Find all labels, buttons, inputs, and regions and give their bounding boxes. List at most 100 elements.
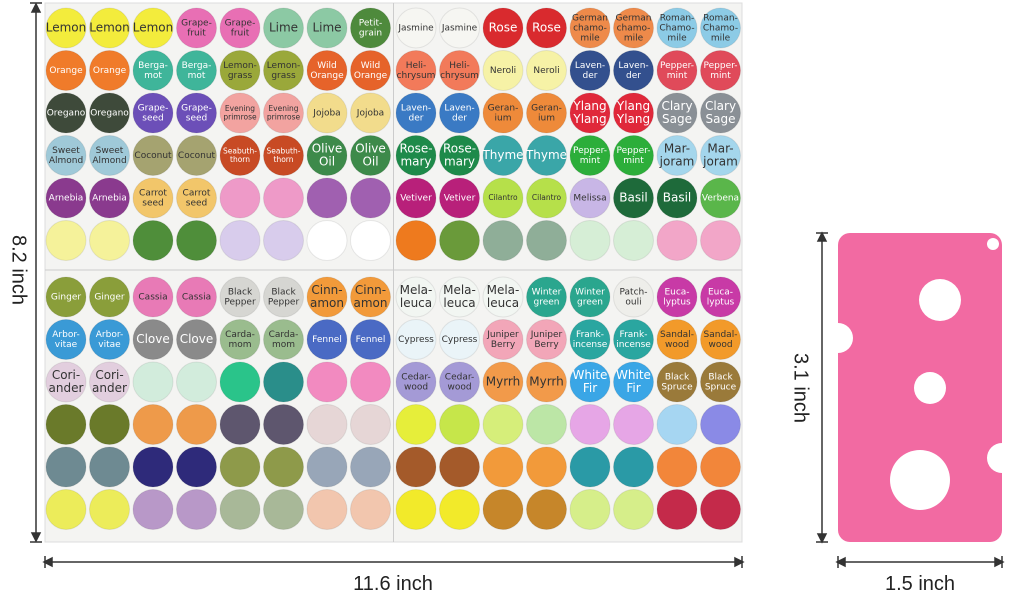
sticker-label: Black <box>665 373 690 383</box>
sticker <box>350 220 391 261</box>
sticker-label: Pepper- <box>704 61 738 71</box>
sticker-label: Cinn- <box>355 283 386 297</box>
sticker <box>395 319 437 360</box>
sticker <box>439 92 480 134</box>
sticker-label: Frank- <box>620 330 648 340</box>
sticker <box>132 276 174 318</box>
sticker <box>263 135 304 176</box>
sticker <box>656 92 698 134</box>
sticker-label: Coconut <box>134 151 172 161</box>
sticker-label: Spruce <box>661 383 693 393</box>
sticker-label: ium <box>538 114 555 124</box>
sticker <box>656 319 698 360</box>
sticker <box>45 50 87 91</box>
sticker <box>569 446 611 488</box>
sticker-label: Grape- <box>225 19 256 29</box>
sticker <box>569 489 611 530</box>
sticker <box>526 50 567 91</box>
sticker <box>526 177 567 219</box>
sticker <box>700 489 741 530</box>
sticker-label: seed <box>142 114 163 124</box>
sticker <box>219 361 261 403</box>
sticker <box>482 7 524 49</box>
sticker <box>569 92 611 134</box>
sticker-label: fruit <box>187 29 206 39</box>
sticker <box>700 220 741 261</box>
sticker <box>656 276 698 318</box>
sticker <box>395 489 437 530</box>
sticker-label: amon <box>310 296 344 310</box>
sticker <box>219 489 261 530</box>
sticker <box>439 50 480 91</box>
sticker-label: Fennel <box>312 335 342 345</box>
sticker <box>395 404 437 445</box>
sticker-label: Ginger <box>51 293 81 303</box>
sticker <box>306 489 348 530</box>
sticker-label: Basil <box>619 191 648 205</box>
sticker-label: leuca <box>443 296 475 310</box>
sticker <box>219 92 261 134</box>
sticker <box>89 50 130 91</box>
sticker-label: Cypress <box>442 335 478 345</box>
sticker-label: Berry <box>534 340 559 350</box>
sticker <box>439 446 480 488</box>
sticker-label: mint <box>580 156 601 166</box>
sticker <box>569 361 611 403</box>
sticker-label: Lemon <box>46 21 87 35</box>
sticker-label: Laven- <box>575 61 605 71</box>
sticker <box>176 7 217 49</box>
sticker <box>439 276 480 318</box>
sticker <box>89 7 130 49</box>
sticker-label: chrysum <box>397 71 436 81</box>
sticker-label: Coconut <box>178 151 216 161</box>
sticker-label: leuca <box>487 296 519 310</box>
sticker-label: Ylang <box>572 99 606 113</box>
sticker <box>350 361 391 403</box>
sticker <box>569 319 611 360</box>
sticker <box>613 489 654 530</box>
sticker-label: Berry <box>491 340 516 350</box>
sticker-label: Neroli <box>490 66 516 76</box>
sticker <box>526 135 567 176</box>
sticker <box>176 276 217 318</box>
sticker <box>306 319 348 360</box>
sticker-label: seed <box>186 114 207 124</box>
sticker-label: Lemon <box>89 21 130 35</box>
sticker-label: mom <box>228 340 251 350</box>
sticker-label: fruit <box>231 29 250 39</box>
sticker <box>176 92 217 134</box>
sticker <box>89 135 130 176</box>
sticker-label: Berga- <box>138 61 168 71</box>
sticker <box>350 319 391 360</box>
sticker <box>656 361 698 403</box>
sticker <box>89 489 130 530</box>
sticker-label: leuca <box>400 296 432 310</box>
sticker <box>526 361 567 403</box>
sticker-label: Sage <box>706 112 736 126</box>
sticker <box>45 92 87 134</box>
sticker <box>656 177 698 219</box>
sticker-label: Lemon- <box>223 61 257 71</box>
sticker <box>613 276 654 318</box>
sticker-label: Spruce <box>705 383 737 393</box>
sticker <box>350 7 391 49</box>
sticker-label: Winter <box>575 288 605 298</box>
sticker <box>700 276 741 318</box>
sticker-label: Laven- <box>618 61 648 71</box>
sticker-label: Vetiver <box>444 194 476 204</box>
sticker-label: Cinn- <box>311 283 342 297</box>
sticker-label: mary <box>400 155 431 169</box>
sticker-label: Cassia <box>138 293 167 303</box>
sticker <box>569 177 611 219</box>
sticker <box>700 135 741 176</box>
sticker-label: lyptus <box>707 298 735 308</box>
sticker-label: green <box>534 298 560 308</box>
sticker <box>569 50 611 91</box>
sticker <box>132 50 174 91</box>
sticker-label: ander <box>49 381 84 395</box>
sticker-label: Carda- <box>269 330 299 340</box>
sticker <box>176 177 217 219</box>
sticker-label: lyptus <box>663 298 691 308</box>
sticker <box>306 177 348 219</box>
sticker-label: Seabuth- <box>223 146 257 155</box>
